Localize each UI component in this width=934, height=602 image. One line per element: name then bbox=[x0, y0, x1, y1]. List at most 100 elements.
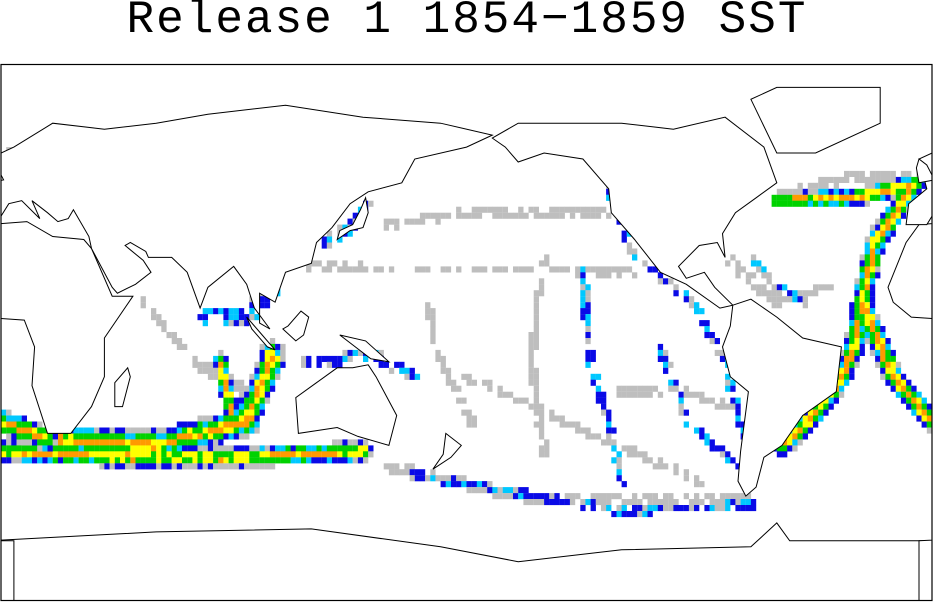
obs-cell bbox=[388, 266, 395, 273]
obs-cell bbox=[900, 379, 907, 386]
obs-cell bbox=[482, 206, 488, 213]
obs-cell bbox=[264, 373, 271, 380]
obs-cell bbox=[171, 439, 177, 446]
obs-cell bbox=[854, 338, 860, 345]
obs-cell bbox=[554, 493, 560, 500]
obs-cell bbox=[130, 439, 136, 446]
obs-cell bbox=[730, 499, 736, 506]
obs-cell bbox=[357, 260, 364, 267]
obs-cell bbox=[497, 212, 503, 219]
obs-cell bbox=[311, 260, 317, 267]
obs-cell bbox=[207, 433, 214, 440]
obs-cell bbox=[621, 481, 627, 488]
obs-cell bbox=[709, 505, 715, 512]
obs-cell bbox=[161, 463, 167, 470]
obs-cell bbox=[601, 391, 607, 398]
map-area bbox=[1, 64, 932, 601]
obs-cell bbox=[823, 182, 829, 189]
obs-cell bbox=[104, 427, 110, 434]
obs-cell bbox=[595, 385, 602, 392]
obs-cell bbox=[766, 278, 772, 285]
obs-cell bbox=[187, 463, 193, 470]
obs-cell bbox=[745, 505, 752, 512]
obs-cell bbox=[295, 445, 302, 452]
obs-cell bbox=[347, 457, 353, 464]
obs-cell bbox=[523, 499, 529, 506]
obs-cell bbox=[528, 379, 534, 386]
obs-cell bbox=[771, 194, 777, 201]
obs-cell bbox=[357, 457, 364, 464]
obs-cell bbox=[538, 415, 545, 422]
obs-cell bbox=[269, 349, 276, 356]
obs-cell bbox=[802, 296, 808, 303]
obs-cell bbox=[869, 170, 876, 177]
obs-cell bbox=[290, 451, 296, 458]
obs-cell bbox=[864, 242, 870, 249]
obs-cell bbox=[151, 427, 157, 434]
obs-cell bbox=[533, 296, 539, 303]
obs-cell bbox=[828, 397, 834, 404]
obs-cell bbox=[719, 451, 726, 458]
obs-cell bbox=[626, 511, 633, 518]
obs-cell bbox=[47, 439, 53, 446]
obs-cell bbox=[233, 421, 239, 428]
obs-cell bbox=[518, 206, 524, 213]
obs-cell bbox=[337, 266, 343, 273]
obs-cell bbox=[151, 314, 157, 321]
obs-cell bbox=[352, 439, 358, 446]
obs-cell bbox=[363, 457, 369, 464]
obs-cell bbox=[202, 439, 208, 446]
obs-cell bbox=[161, 439, 167, 446]
obs-cell bbox=[466, 379, 472, 386]
obs-cell bbox=[854, 343, 860, 350]
obs-cell bbox=[518, 493, 524, 500]
obs-cell bbox=[145, 457, 152, 464]
obs-cell bbox=[735, 260, 741, 267]
obs-cell bbox=[694, 427, 700, 434]
map-title: Release 1 1854−1859 SST bbox=[127, 0, 808, 46]
obs-cell bbox=[533, 373, 539, 380]
obs-cell bbox=[213, 361, 219, 368]
obs-cell bbox=[750, 505, 757, 512]
landmass-africa bbox=[1, 221, 134, 434]
obs-cell bbox=[895, 206, 902, 213]
obs-cell bbox=[916, 415, 922, 422]
obs-cell bbox=[430, 308, 436, 315]
obs-cell bbox=[569, 493, 576, 500]
obs-cell bbox=[280, 361, 286, 368]
obs-cell bbox=[94, 445, 100, 452]
obs-cell bbox=[657, 278, 664, 285]
obs-cell bbox=[182, 445, 188, 452]
obs-cell bbox=[435, 349, 441, 356]
obs-cell bbox=[326, 230, 333, 237]
obs-cell bbox=[823, 176, 829, 183]
obs-cell bbox=[321, 266, 327, 273]
obs-cell bbox=[818, 200, 824, 207]
obs-cell bbox=[285, 451, 291, 458]
obs-cell bbox=[264, 445, 271, 452]
obs-cell bbox=[699, 481, 705, 488]
obs-cell bbox=[238, 445, 245, 452]
obs-cell bbox=[213, 451, 219, 458]
obs-cell bbox=[218, 308, 224, 315]
obs-cell bbox=[683, 421, 689, 428]
obs-cell bbox=[151, 457, 157, 464]
obs-cell bbox=[869, 236, 876, 243]
obs-cell bbox=[52, 445, 58, 452]
obs-cell bbox=[63, 439, 69, 446]
obs-cell bbox=[32, 445, 38, 452]
obs-cell bbox=[182, 451, 188, 458]
obs-cell bbox=[120, 451, 126, 458]
obs-cell bbox=[807, 182, 814, 189]
obs-cell bbox=[6, 415, 12, 422]
obs-cell bbox=[750, 284, 757, 291]
obs-cell bbox=[42, 445, 48, 452]
obs-cell bbox=[182, 433, 188, 440]
obs-cell bbox=[688, 499, 695, 506]
obs-cell bbox=[761, 284, 767, 291]
obs-cell bbox=[1, 409, 7, 416]
obs-cell bbox=[632, 511, 638, 518]
obs-cell bbox=[709, 332, 715, 339]
obs-cell bbox=[554, 212, 560, 219]
obs-cell bbox=[678, 505, 684, 512]
